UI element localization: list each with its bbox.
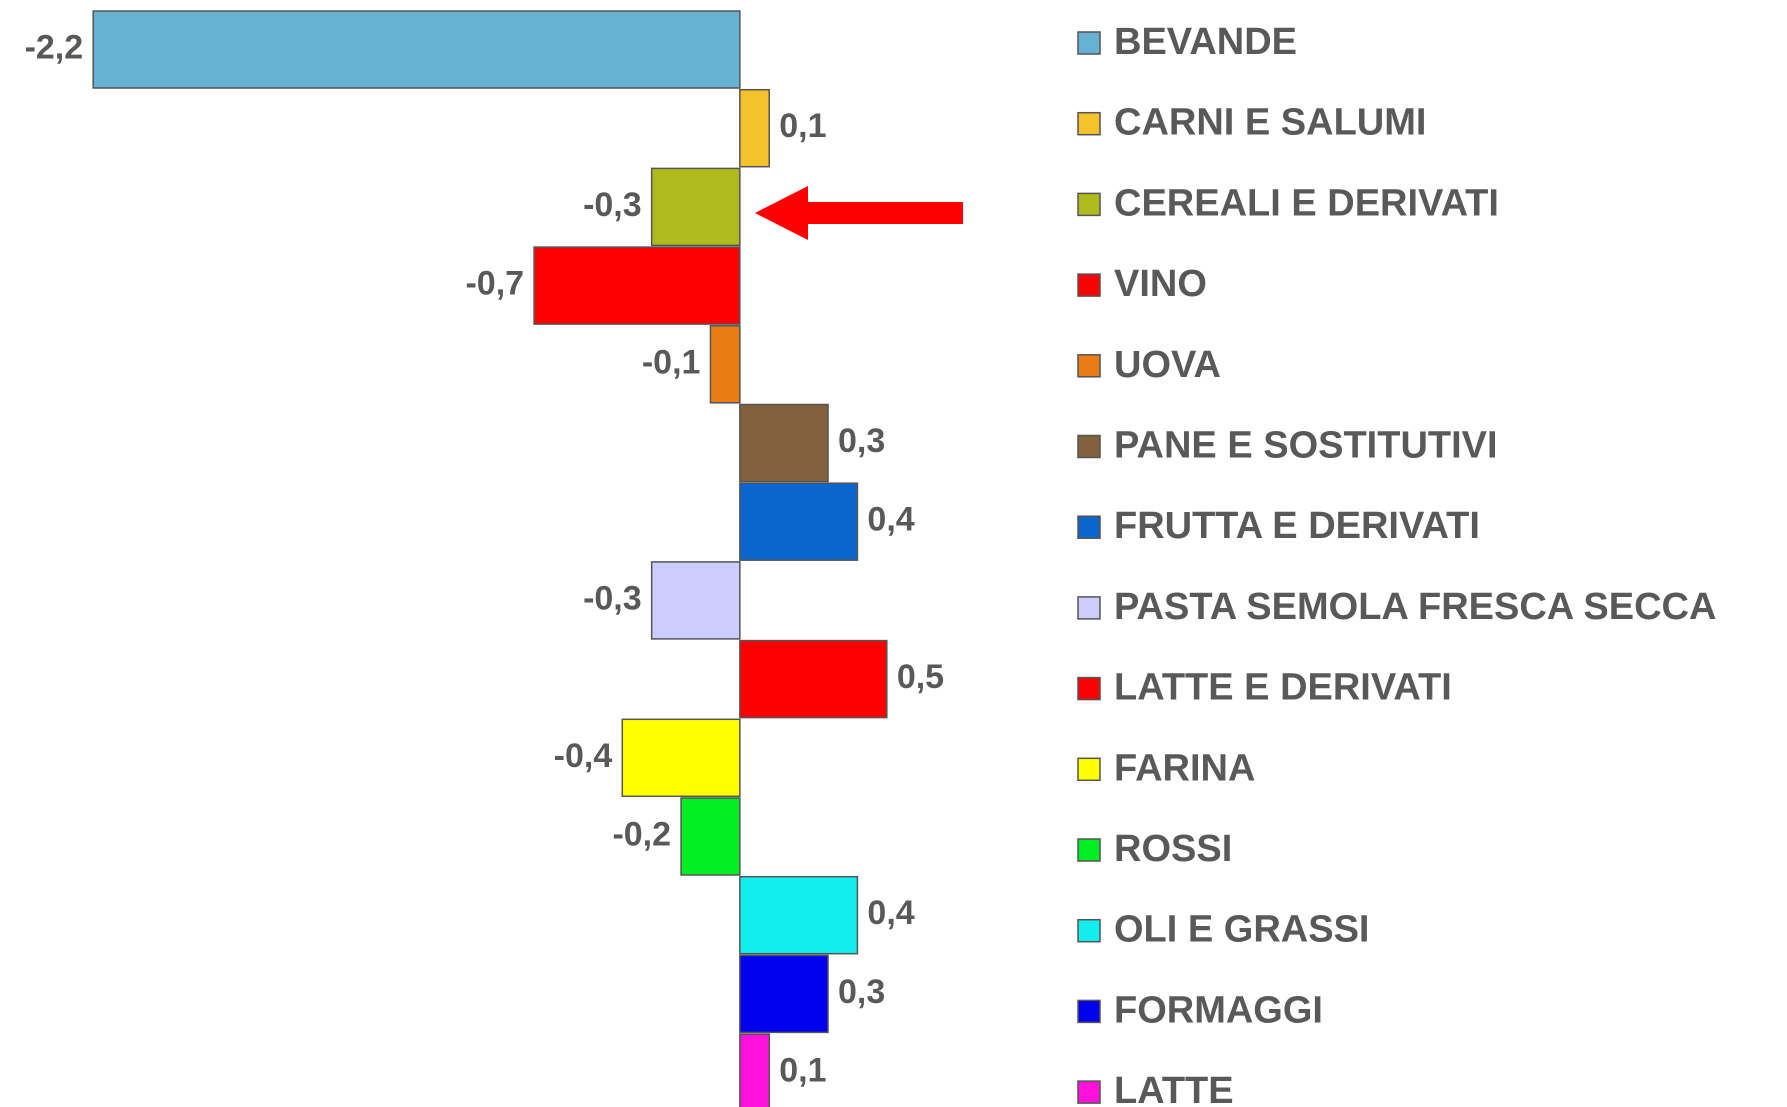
- data-label: -0,1: [642, 343, 701, 381]
- legend-swatch: [1077, 31, 1101, 55]
- data-label: -0,2: [612, 815, 671, 853]
- legend-label: CEREALI E DERIVATI: [1114, 182, 1499, 224]
- data-label: 0,1: [779, 107, 826, 145]
- legend-label: LATTE E DERIVATI: [1114, 667, 1452, 709]
- bar: [739, 954, 829, 1034]
- legend-label: VINO: [1114, 263, 1207, 305]
- bar: [680, 797, 741, 876]
- legend-label: PASTA SEMOLA FRESCA SECCA: [1114, 586, 1716, 628]
- arrow-head: [755, 186, 808, 240]
- legend-label: FRUTTA E DERIVATI: [1114, 505, 1480, 547]
- legend-label: BEVANDE: [1114, 21, 1297, 63]
- bar: [92, 10, 741, 89]
- legend-swatch: [1077, 354, 1101, 378]
- legend-swatch: [1077, 999, 1101, 1024]
- legend-label: ROSSI: [1114, 828, 1232, 870]
- data-label: 0,4: [867, 501, 914, 539]
- arrow-shaft: [800, 202, 963, 224]
- bar: [650, 561, 741, 640]
- bar: [739, 403, 829, 483]
- legend-label: PANE E SOSTITUTIVI: [1114, 425, 1498, 467]
- legend-swatch: [1077, 757, 1101, 782]
- data-label: 0,1: [779, 1052, 826, 1090]
- bar: [739, 482, 859, 561]
- legend-label: UOVA: [1114, 344, 1221, 386]
- bar: [709, 325, 741, 404]
- legend-swatch: [1077, 1080, 1101, 1104]
- legend-swatch: [1077, 111, 1101, 136]
- data-label: 0,5: [897, 658, 944, 696]
- bar: [533, 246, 741, 325]
- data-label: -0,7: [465, 265, 524, 303]
- data-label: 0,3: [838, 422, 885, 460]
- data-label: -0,4: [554, 737, 613, 775]
- legend-label: OLI E GRASSI: [1114, 909, 1369, 951]
- legend-swatch: [1077, 515, 1101, 539]
- legend-swatch: [1077, 192, 1101, 217]
- legend-label: CARNI E SALUMI: [1114, 102, 1426, 144]
- legend-swatch: [1077, 434, 1101, 459]
- legend-label: LATTE: [1114, 1070, 1234, 1107]
- legend-swatch: [1077, 596, 1101, 620]
- bar: [739, 88, 770, 168]
- bar: [621, 718, 741, 798]
- legend-swatch: [1077, 918, 1101, 943]
- data-label: -0,3: [583, 579, 642, 617]
- bar: [739, 639, 888, 719]
- data-label: -0,3: [583, 186, 642, 224]
- data-label: 0,4: [867, 894, 914, 932]
- legend-swatch: [1077, 273, 1101, 297]
- data-label: -2,2: [25, 28, 84, 66]
- bar: [650, 167, 741, 247]
- legend-label: FORMAGGI: [1114, 989, 1323, 1031]
- legend-swatch: [1077, 676, 1101, 701]
- bar: [739, 875, 859, 955]
- arrow: [755, 186, 963, 240]
- legend-label: FARINA: [1114, 747, 1255, 789]
- bar: [739, 1033, 770, 1107]
- legend-swatch: [1077, 838, 1101, 862]
- data-label: 0,3: [838, 973, 885, 1011]
